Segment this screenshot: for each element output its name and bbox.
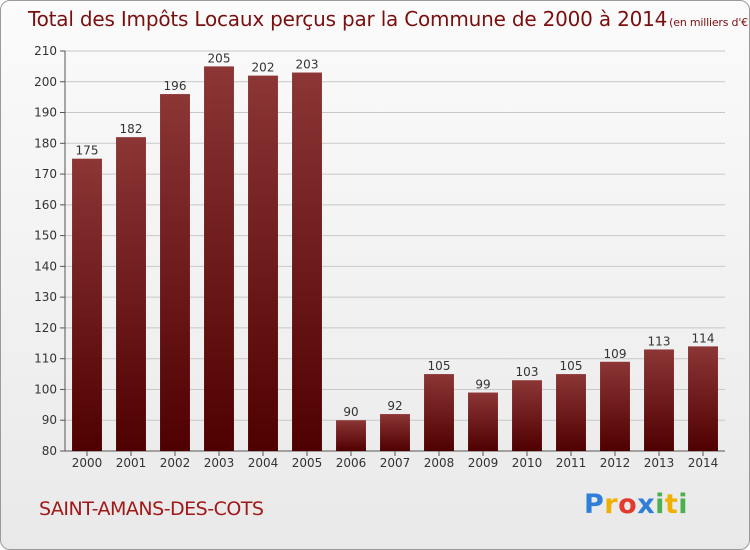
x-tick-label: 2008 [424, 456, 455, 470]
x-tick-label: 2013 [644, 456, 675, 470]
y-tick-label: 120 [34, 321, 57, 335]
unit-label: (en milliers d'€) [669, 16, 750, 29]
x-tick-label: 2003 [204, 456, 235, 470]
logo-letter: P [584, 489, 605, 520]
chart-title: Total des Impôts Locaux perçus par la Co… [28, 7, 750, 31]
y-tick-label: 130 [34, 290, 57, 304]
y-tick-label: 90 [42, 413, 57, 427]
x-tick-labels: 2000 2001 2002 2003 2004 2005 2006 2007 2008 2009… [72, 456, 719, 470]
data-label: 182 [120, 122, 143, 136]
bar [512, 380, 542, 451]
data-label: 203 [296, 58, 319, 72]
x-tick-label: 2004 [248, 456, 279, 470]
bar [380, 414, 410, 451]
data-label: 105 [428, 359, 451, 373]
y-tick-label: 100 [34, 382, 57, 396]
bar [424, 374, 454, 451]
bar [688, 346, 718, 451]
x-tick-label: 2009 [468, 456, 499, 470]
bar [204, 66, 234, 451]
bars [72, 66, 718, 452]
data-labels: 175 182 196 205 202 203 90 92 105 99 103 105 109 113 1… [76, 51, 715, 419]
x-tick-label: 2001 [116, 456, 147, 470]
y-tick-label: 80 [42, 444, 57, 458]
data-label: 113 [648, 334, 671, 348]
logo-letter: r [604, 489, 619, 520]
logo-letter: i [678, 489, 689, 520]
y-tick-labels: 80 90 100 110 120 130 140 150 160 170 180 190 200 210 [34, 44, 57, 458]
bar [468, 392, 498, 451]
bar [644, 349, 674, 451]
data-label: 202 [252, 61, 275, 75]
y-tick-label: 170 [34, 167, 57, 181]
bar [556, 374, 586, 451]
x-tick-label: 2005 [292, 456, 323, 470]
data-label: 109 [604, 347, 627, 361]
commune-name: SAINT-AMANS-DES-COTS [39, 498, 264, 520]
data-label: 92 [387, 399, 402, 413]
logo-letter: t [664, 489, 679, 520]
x-tick-label: 2014 [688, 456, 719, 470]
y-tick-label: 160 [34, 198, 57, 212]
x-tick-label: 2011 [556, 456, 587, 470]
bar [336, 420, 366, 451]
proxiti-logo: Proxiti [584, 489, 688, 520]
y-tick-label: 150 [34, 229, 57, 243]
data-label: 99 [475, 378, 490, 392]
title-text: Total des Impôts Locaux perçus par la Co… [28, 7, 668, 31]
x-tick-label: 2002 [160, 456, 191, 470]
data-label: 196 [164, 79, 187, 93]
data-label: 105 [560, 359, 583, 373]
y-tick-label: 190 [34, 106, 57, 120]
y-tick-label: 110 [34, 352, 57, 366]
data-label: 175 [76, 144, 99, 158]
x-tick-label: 2006 [336, 456, 367, 470]
y-tick-label: 200 [34, 75, 57, 89]
x-tick-label: 2012 [600, 456, 631, 470]
logo-letter: o [618, 489, 638, 520]
data-label: 205 [208, 51, 231, 65]
logo-letter: x [637, 489, 656, 520]
bar [72, 158, 102, 451]
data-label: 90 [343, 405, 358, 419]
data-label: 103 [516, 365, 539, 379]
data-label: 114 [692, 331, 715, 345]
bar [292, 72, 322, 452]
x-tick-label: 2000 [72, 456, 103, 470]
y-tick-label: 140 [34, 259, 57, 273]
bar [160, 94, 190, 452]
x-tick-label: 2010 [512, 456, 543, 470]
y-tick-label: 180 [34, 136, 57, 150]
bar [116, 137, 146, 451]
x-tick-label: 2007 [380, 456, 411, 470]
bar [600, 361, 630, 451]
logo-letter: i [655, 489, 665, 520]
y-tick-label: 210 [34, 44, 57, 58]
bar [248, 75, 278, 451]
